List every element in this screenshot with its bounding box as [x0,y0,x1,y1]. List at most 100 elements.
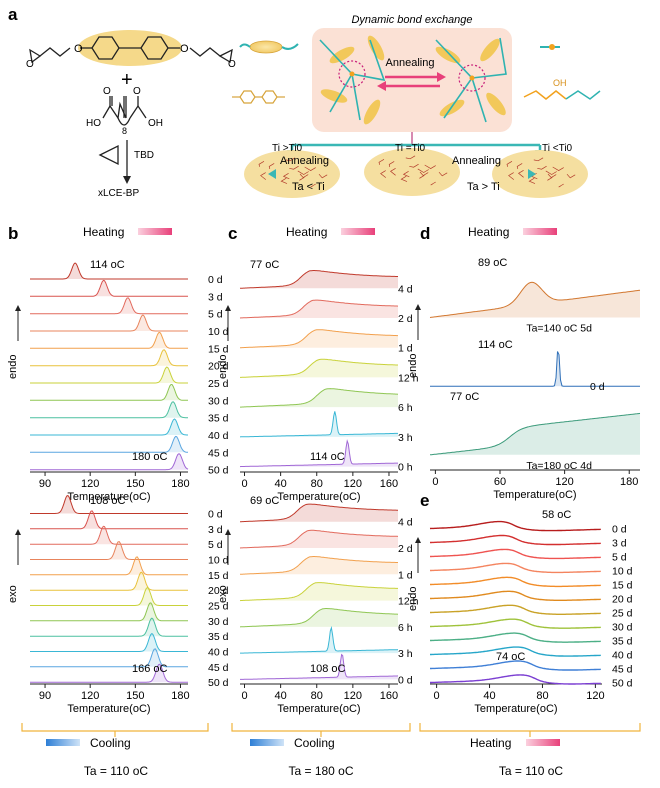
x-axis-label: Temperature(oC) [67,703,150,715]
peak-annotation: 69 oC [250,495,279,507]
exchange-arrowhead-left [377,81,386,91]
series-line-0-d [430,351,640,387]
series-label: 30 d [612,622,633,634]
series-fill-0-d [240,654,398,680]
x-tick-label: 0 [241,690,247,702]
annealing-arrowhead-right [528,169,536,179]
heat-triangle-icon [98,144,119,166]
series-label: 2 d [398,543,413,555]
series-fill-0-d [30,495,188,514]
series-line-30-d [30,602,188,622]
blob-equal-ti-shape [364,148,460,196]
series-line-3-h [239,411,398,438]
series-label: 45 d [208,662,229,674]
heating-label-c: Heating [286,225,327,239]
peak-annotation: 77 oC [250,259,279,271]
y-direction-arrowhead [415,537,421,543]
footer-ta-e: Ta = 110 oC [499,764,563,778]
series-line-0-d [30,495,188,514]
o-atom-epoxide-right: O [228,59,236,70]
series-fill-12-h [240,582,398,601]
series-fill-25-d [30,367,188,383]
sebacic-acid-structure [102,96,147,126]
footer-ta-c: Ta = 180 oC [288,764,353,778]
series-label: 15 d [208,570,229,582]
series-label: 0 d [612,524,627,536]
cooling-label-c: Cooling [294,736,335,750]
series-line-25-d [30,586,188,606]
series-label: 40 d [612,650,633,662]
series-line-3-h [240,625,399,654]
series-fill-25-d [30,587,188,606]
series-label: 3 h [398,432,413,444]
series-line-2-d [239,529,399,549]
x-axis-label: Temperature(oC) [277,703,360,715]
mesogen-icon [249,40,283,54]
panel-letter-e: e [420,491,429,510]
x-tick-label: 180 [171,478,189,490]
series-label: 40 d [208,647,229,659]
o-atom-acid-1: O [103,86,111,97]
series-fill-40-d [30,419,188,435]
series-fill-50-d [30,664,188,683]
x-tick-label: 80 [311,478,323,490]
series-line-45-d [430,660,601,671]
series-label: 0 d [208,509,223,521]
x-tick-label: 0 [432,476,438,488]
series-label: 5 d [208,309,223,321]
panel-a: a O O O O + O O HO OH [8,5,601,199]
series-line-40-d [30,418,188,436]
series-fill-5-d [30,297,188,314]
series-fill-12-h [240,359,398,378]
x-tick-label: 40 [483,690,495,702]
blob-equal-ti-cracks [378,155,448,186]
cooling-label-b: Cooling [90,736,131,750]
series-line-45-d [30,435,189,453]
ta-less-label: Ta < Ti [292,181,325,193]
x-tick-label: 180 [171,690,189,702]
oh-pictogram: OH [553,78,567,88]
ti-less-label: Ti <Ti0 [542,143,573,154]
y-axis-label: endo [217,355,229,379]
series-label: 4 d [398,283,413,295]
y-axis-label: endo [407,354,419,378]
y-direction-arrowhead [415,304,421,310]
peak-annotation: 166 oC [132,663,168,675]
panel-letter-d: d [420,224,430,243]
heating-arrow-c [341,228,375,235]
network-right [435,37,507,123]
series-line-0-d [429,520,601,532]
series-line-10-d [430,562,601,574]
x-tick-label: 90 [39,690,51,702]
series-label: 0 d [398,674,413,686]
series-fill-3-h [240,627,398,654]
series-line-50-d [30,453,189,471]
reaction-arrowhead [123,176,131,184]
series-fill-0-h [240,441,398,467]
series-fill-40-d [30,633,188,652]
series-label: 30 d [208,616,229,628]
series-label: 25 d [208,601,229,613]
x-tick-label: 0 [434,690,440,702]
series-label: 3 d [208,291,223,303]
series-label: 12 h [398,596,419,608]
series-fill-3-d [30,280,188,297]
series-label: 45 d [612,664,633,676]
peak-annotation: 108 oC [310,663,346,675]
ti-equal-label: Ti =Ti0 [395,143,426,154]
series-line-12-h [239,582,398,602]
series-label: 6 h [398,402,413,414]
x-tick-label: 0 [241,478,247,490]
series-label: 35 d [208,631,229,643]
x-tick-label: 120 [555,476,573,488]
chart-c-cooling: 0 40 80 120 160 Temperature(oC) exo 4 d 2 d 1 d 12… [217,495,419,715]
series-line-Ta=140-oC-5d [429,281,641,318]
heating-arrow-e [526,739,560,746]
series-label: 3 h [398,648,413,660]
panel-letter-a: a [8,5,18,24]
series-line-25-d [430,604,601,615]
heating-arrow-d [523,228,557,235]
annealing-label-left: Annealing [280,155,329,167]
heating-arrow-b [138,228,172,235]
series-line-5-d [30,525,188,545]
